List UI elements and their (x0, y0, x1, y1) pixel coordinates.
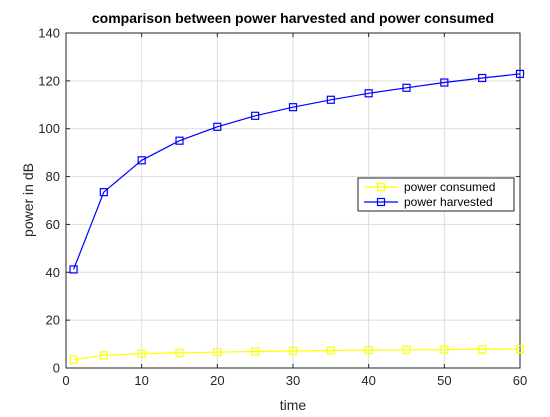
legend-marker-power-consumed (376, 182, 386, 192)
x-tick-label: 30 (286, 373, 300, 388)
x-tick-label: 40 (361, 373, 375, 388)
y-axis-label: power in dB (20, 163, 36, 237)
y-tick-label: 20 (46, 313, 60, 328)
y-tick-label: 80 (46, 169, 60, 184)
y-tick-label: 120 (38, 73, 60, 88)
data-point-power-consumed (251, 347, 260, 356)
data-point-power-harvested (288, 103, 298, 112)
data-point-power-consumed (175, 348, 184, 358)
data-point-power-harvested (440, 78, 449, 87)
legend: power consumed power harvested (357, 177, 515, 212)
series-line-power-harvested (73, 73, 521, 270)
data-point-power-consumed (137, 349, 146, 358)
data-point-power-consumed (288, 346, 298, 356)
x-tick-label: 10 (134, 373, 148, 388)
data-series (69, 69, 525, 364)
y-tick-label: 0 (53, 361, 60, 376)
data-point-power-harvested (402, 83, 411, 92)
data-point-power-harvested (69, 265, 78, 274)
data-point-power-consumed (515, 344, 525, 354)
data-point-power-harvested (99, 188, 108, 197)
y-tick-label: 40 (46, 265, 60, 280)
x-axis-label: time (280, 397, 307, 413)
x-tick-label: 20 (210, 373, 224, 388)
data-point-power-harvested (251, 111, 260, 120)
legend-marker-power-harvested (376, 197, 386, 207)
data-point-power-harvested (515, 69, 525, 79)
x-tick-label: 60 (513, 373, 527, 388)
data-point-power-consumed (440, 345, 449, 354)
data-point-power-consumed (326, 346, 335, 355)
tick-labels: 0 10 20 30 40 50 60 0 20 40 60 80 100 120 140 (38, 26, 527, 389)
data-point-power-consumed (478, 345, 487, 354)
data-point-power-harvested (478, 73, 487, 83)
y-tick-label: 60 (46, 217, 60, 232)
x-tick-label: 50 (437, 373, 451, 388)
series-line-power-consumed (73, 348, 521, 361)
data-point-power-consumed (99, 351, 108, 360)
x-tick-label: 0 (62, 373, 69, 388)
data-point-power-harvested (137, 156, 146, 165)
data-point-power-harvested (175, 136, 184, 145)
data-point-power-harvested (326, 95, 335, 104)
y-tick-label: 140 (38, 26, 60, 41)
data-point-power-consumed (364, 345, 373, 355)
data-point-power-consumed (69, 355, 78, 364)
y-tick-label: 100 (38, 121, 60, 136)
data-point-power-consumed (402, 345, 411, 354)
chart-title: comparison between power harvested and p… (92, 10, 494, 26)
tick-marks (65, 32, 521, 369)
data-point-power-harvested (364, 89, 373, 98)
legend-label-power-consumed: power consumed (404, 180, 495, 194)
data-point-power-consumed (213, 348, 222, 357)
legend-label-power-harvested: power harvested (404, 195, 493, 209)
data-point-power-harvested (213, 122, 222, 131)
